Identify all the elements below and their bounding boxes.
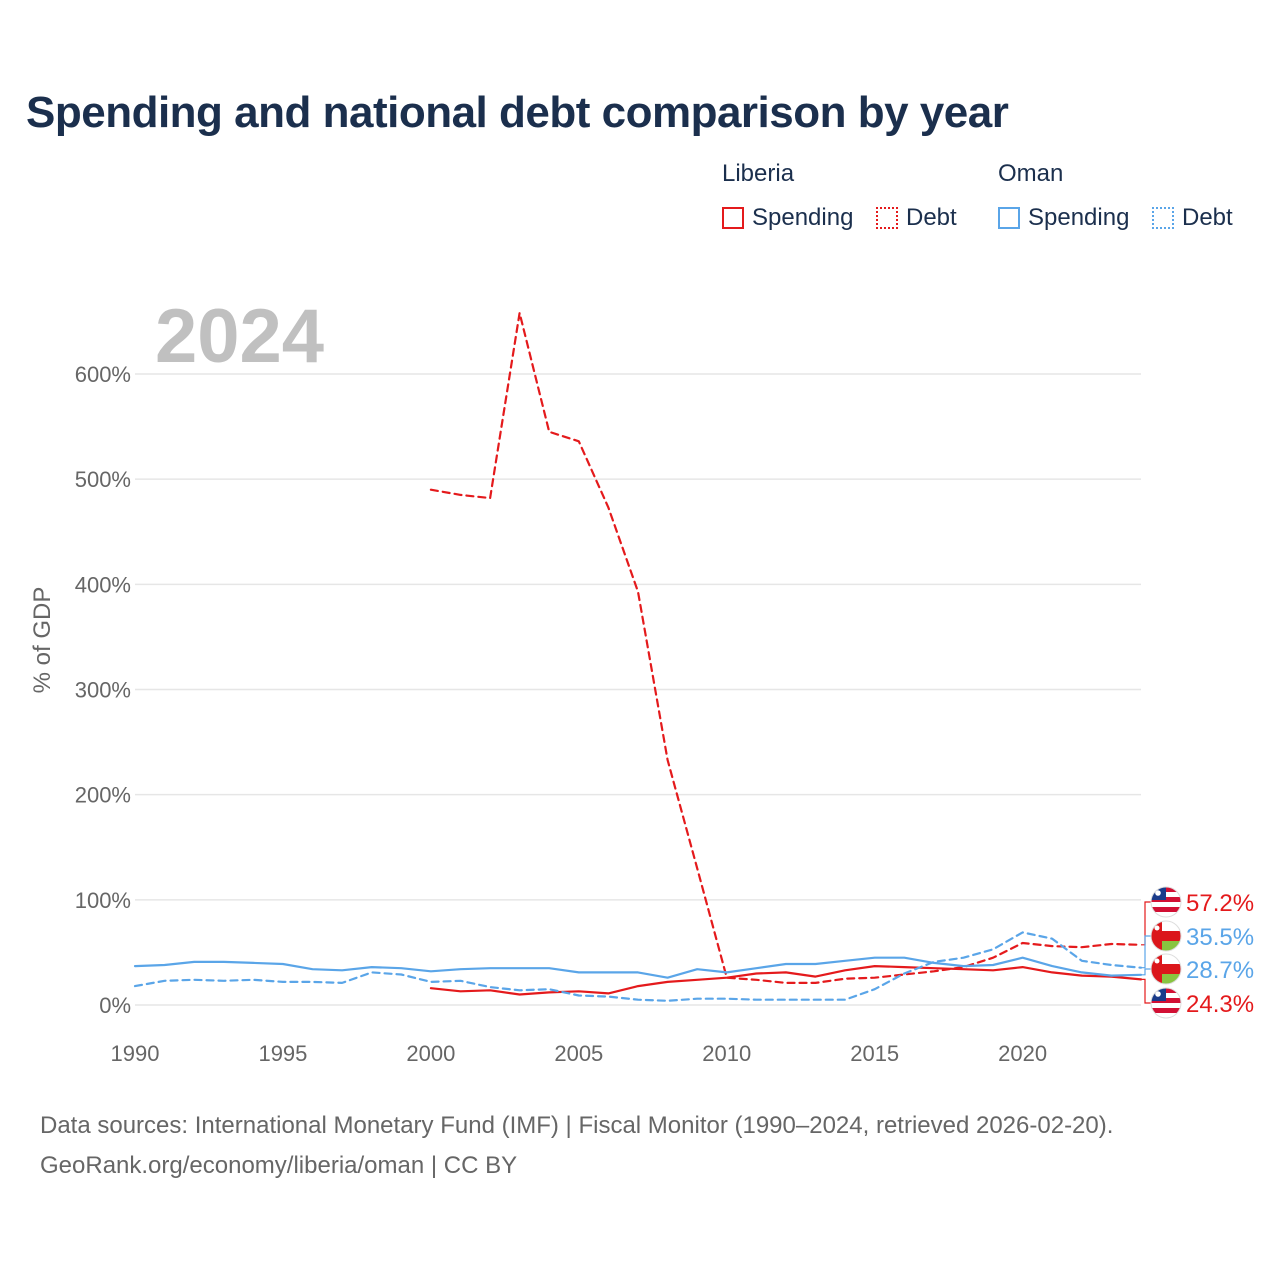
liberia-flag-icon bbox=[1150, 987, 1182, 1019]
flag-emblem bbox=[1154, 958, 1160, 964]
flag-outline bbox=[1150, 953, 1182, 985]
y-tick-label: 600% bbox=[75, 362, 131, 387]
liberia-flag-icon bbox=[1150, 886, 1182, 918]
x-tick-label: 1995 bbox=[258, 1041, 307, 1066]
flag-outline bbox=[1150, 886, 1182, 918]
flag-outline bbox=[1150, 987, 1182, 1019]
flag-stripe bbox=[1151, 912, 1181, 917]
credit-link[interactable]: GeoRank.org/economy/liberia/oman | CC BY bbox=[40, 1152, 518, 1179]
flag-star bbox=[1155, 991, 1161, 997]
x-tick-label: 2000 bbox=[406, 1041, 455, 1066]
dotted-line-swatch-icon bbox=[876, 207, 898, 229]
x-tick-label: 2020 bbox=[998, 1041, 1047, 1066]
flag-stripe bbox=[1151, 1003, 1181, 1008]
end-value-label: 57.2% bbox=[1186, 890, 1254, 917]
y-tick-label: 300% bbox=[75, 678, 131, 703]
series-line-liberia-debt[interactable] bbox=[429, 311, 1143, 985]
flag-stripe bbox=[1151, 907, 1181, 912]
flag-band-green bbox=[1162, 974, 1181, 984]
end-value-label: 35.5% bbox=[1186, 924, 1254, 951]
y-tick-label: 200% bbox=[75, 783, 131, 808]
end-label-connector bbox=[1141, 968, 1151, 976]
series-line-liberia-spending[interactable] bbox=[429, 964, 1143, 996]
flag-band-white bbox=[1162, 954, 1181, 964]
series-line-oman-debt[interactable] bbox=[133, 931, 1143, 1002]
flag-emblem bbox=[1154, 925, 1160, 931]
y-tick-label: 0% bbox=[99, 993, 131, 1018]
oman-flag-icon bbox=[1150, 920, 1182, 952]
legend-liberia-debt-label: Debt bbox=[906, 204, 957, 231]
legend-oman-spending-label: Spending bbox=[1028, 204, 1130, 231]
end-label-connector bbox=[1141, 978, 1151, 1004]
chart-title: Spending and national debt comparison by… bbox=[26, 88, 1009, 137]
flag-stripe bbox=[1151, 1013, 1181, 1018]
dotted-line-swatch-icon bbox=[1152, 207, 1174, 229]
y-axis-label: % of GDP bbox=[29, 587, 56, 694]
legend-oman-spending[interactable]: Spending bbox=[998, 204, 1129, 232]
x-tick-label: 2005 bbox=[554, 1041, 603, 1066]
x-tick-label: 1990 bbox=[111, 1041, 160, 1066]
legend-liberia-spending[interactable]: Spending bbox=[722, 204, 853, 232]
legend-group-oman-label: Oman bbox=[998, 160, 1064, 187]
x-tick-label: 2015 bbox=[850, 1041, 899, 1066]
oman-flag-icon bbox=[1150, 953, 1182, 985]
footer: Data sources: International Monetary Fun… bbox=[40, 1106, 1113, 1186]
flag-band-green bbox=[1162, 941, 1181, 951]
y-tick-label: 500% bbox=[75, 467, 131, 492]
legend-oman-debt[interactable]: Debt bbox=[1152, 204, 1233, 232]
end-label-connector bbox=[1141, 901, 1151, 946]
legend-oman-debt-label: Debt bbox=[1182, 204, 1233, 231]
data-sources-text: Data sources: International Monetary Fun… bbox=[40, 1112, 1114, 1139]
flag-band-white bbox=[1162, 921, 1181, 931]
flag-stripe bbox=[1151, 902, 1181, 907]
end-label-connector bbox=[1141, 935, 1151, 969]
flag-outline bbox=[1150, 920, 1182, 952]
legend-liberia-spending-label: Spending bbox=[752, 204, 854, 231]
solid-line-swatch-icon bbox=[722, 207, 744, 229]
series-line-oman-spending[interactable] bbox=[133, 956, 1143, 979]
flag-star bbox=[1155, 890, 1161, 896]
year-watermark: 2024 bbox=[155, 294, 324, 379]
end-value-label: 28.7% bbox=[1186, 957, 1254, 984]
y-tick-label: 400% bbox=[75, 572, 131, 597]
x-tick-label: 2010 bbox=[702, 1041, 751, 1066]
legend-group-liberia-label: Liberia bbox=[722, 160, 795, 187]
y-tick-label: 100% bbox=[75, 888, 131, 913]
legend-liberia-debt[interactable]: Debt bbox=[876, 204, 957, 232]
solid-line-swatch-icon bbox=[998, 207, 1020, 229]
end-value-label: 24.3% bbox=[1186, 991, 1254, 1018]
flag-stripe bbox=[1151, 1008, 1181, 1013]
